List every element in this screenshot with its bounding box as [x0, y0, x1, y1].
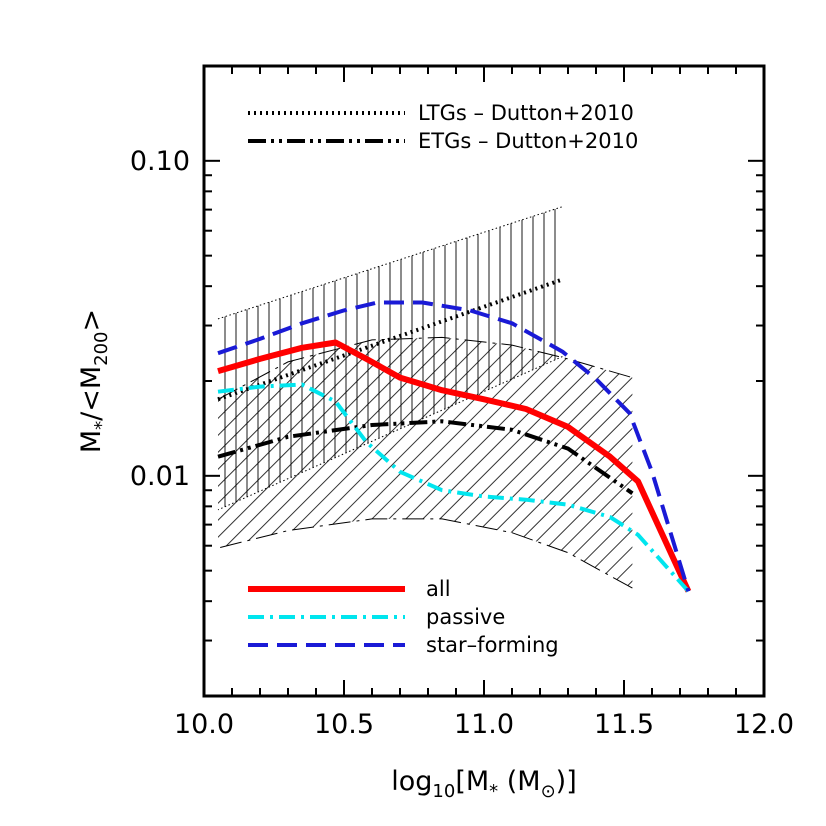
- series-line-all: [217, 339, 692, 593]
- legend-label: LTGs – Dutton+2010: [418, 101, 634, 125]
- legend-label: star–forming: [426, 633, 559, 657]
- y-axis-title-star: *: [91, 421, 112, 430]
- x-tick-label: 11.5: [594, 709, 654, 740]
- series-line-passive: [217, 382, 690, 593]
- y-tick-label: 0.10: [130, 146, 190, 177]
- x-axis-title-rest: (M: [498, 766, 540, 797]
- series-line-star-forming: [217, 300, 691, 592]
- x-axis-title-sun: ⊙: [541, 781, 556, 802]
- band-ltgs-upper-edge: [217, 206, 563, 320]
- band-etgs: [218, 337, 633, 589]
- x-tick-label: 11.0: [454, 709, 514, 740]
- y-tick-label: 0.01: [130, 461, 190, 492]
- y-axis-title-mid: /<M: [76, 366, 107, 421]
- x-axis-title-end: )]: [556, 766, 577, 797]
- y-axis-title-sub: 200: [91, 331, 112, 365]
- legend-top: LTGs – Dutton+2010 ETGs – Dutton+2010: [248, 101, 638, 153]
- band-etgs-upper-edge: [217, 336, 633, 400]
- x-axis-title-star: *: [489, 781, 498, 802]
- x-axis-title: log10[M* (M⊙)]: [391, 766, 577, 802]
- x-axis-title-mid: [M: [455, 766, 489, 797]
- series-layer: [217, 300, 692, 593]
- bands-layer: [217, 206, 634, 589]
- y-axis-title: M*/<M200>: [76, 309, 112, 453]
- y-tick-labels: 0.01 0.10: [130, 146, 190, 492]
- legend-label: all: [426, 577, 451, 601]
- band-etgs-median-line: [217, 419, 634, 495]
- x-axis-title-sub: 10: [432, 781, 455, 802]
- x-axis-title-prefix: log: [391, 766, 432, 797]
- x-tick-label: 10.5: [314, 709, 374, 740]
- x-tick-label: 12.0: [734, 709, 794, 740]
- band-etgs-lower-edge: [217, 518, 633, 589]
- y-axis-title-prefix: M: [76, 430, 107, 453]
- x-tick-label: 10.0: [174, 709, 234, 740]
- y-axis-title-end: >: [76, 309, 107, 332]
- x-tick-labels: 10.0 10.5 11.0 11.5 12.0: [174, 709, 794, 740]
- legend-label: passive: [426, 605, 505, 629]
- legend-label: ETGs – Dutton+2010: [418, 129, 638, 153]
- plot-frame: [202, 64, 766, 698]
- legend-bottom: all passive star–forming: [248, 577, 559, 657]
